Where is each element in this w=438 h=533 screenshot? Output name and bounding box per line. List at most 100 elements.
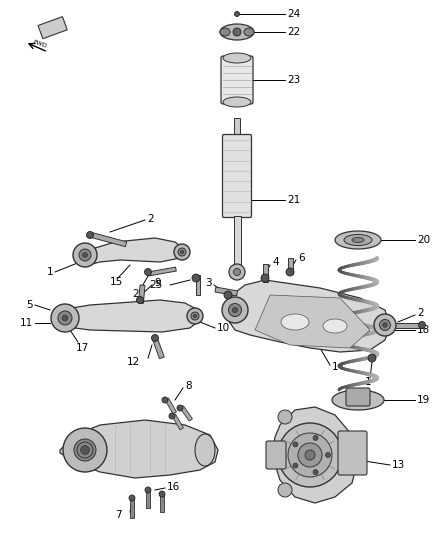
Bar <box>165 398 177 414</box>
Ellipse shape <box>79 249 91 261</box>
Polygon shape <box>228 280 390 352</box>
Bar <box>233 216 240 266</box>
Ellipse shape <box>73 243 97 267</box>
Ellipse shape <box>58 311 72 325</box>
Circle shape <box>278 410 292 424</box>
Text: 20: 20 <box>417 235 430 245</box>
Ellipse shape <box>244 28 254 36</box>
Text: 16: 16 <box>167 482 180 492</box>
Ellipse shape <box>220 24 254 40</box>
Ellipse shape <box>220 28 230 36</box>
Text: 10: 10 <box>217 323 230 333</box>
Bar <box>215 287 237 296</box>
Text: 1: 1 <box>46 267 53 277</box>
Ellipse shape <box>174 244 190 260</box>
Circle shape <box>77 442 93 458</box>
Ellipse shape <box>223 97 251 107</box>
Ellipse shape <box>63 428 107 472</box>
Text: 23: 23 <box>287 75 300 85</box>
Ellipse shape <box>191 312 199 320</box>
Ellipse shape <box>379 319 391 330</box>
Circle shape <box>86 231 93 238</box>
Text: 2: 2 <box>147 214 154 224</box>
Ellipse shape <box>187 308 203 324</box>
Circle shape <box>418 321 425 328</box>
Bar <box>89 232 127 247</box>
Ellipse shape <box>352 238 364 243</box>
Ellipse shape <box>194 314 197 318</box>
FancyBboxPatch shape <box>266 441 286 469</box>
Text: 21: 21 <box>287 195 300 205</box>
Ellipse shape <box>51 304 79 332</box>
Circle shape <box>286 268 294 276</box>
Bar <box>130 498 134 518</box>
Text: 14: 14 <box>332 362 345 372</box>
Bar <box>234 118 240 136</box>
Text: 17: 17 <box>76 343 89 353</box>
Circle shape <box>293 442 298 447</box>
Circle shape <box>298 443 322 467</box>
Ellipse shape <box>81 446 89 455</box>
Bar <box>180 406 192 421</box>
Text: FWD: FWD <box>32 39 48 49</box>
Text: 15: 15 <box>110 277 123 287</box>
Text: 22: 22 <box>287 27 300 37</box>
FancyBboxPatch shape <box>221 56 253 104</box>
Circle shape <box>229 264 245 280</box>
Ellipse shape <box>62 315 68 321</box>
Polygon shape <box>60 420 218 478</box>
Circle shape <box>137 296 144 303</box>
Text: 9: 9 <box>154 278 161 288</box>
Text: 6: 6 <box>298 253 304 263</box>
Ellipse shape <box>195 434 215 466</box>
Circle shape <box>368 354 376 362</box>
Circle shape <box>159 491 165 497</box>
Bar <box>138 285 145 303</box>
Bar <box>263 264 268 282</box>
Circle shape <box>162 397 168 403</box>
FancyBboxPatch shape <box>338 431 367 475</box>
Polygon shape <box>272 407 358 503</box>
Text: 11: 11 <box>20 318 33 328</box>
Bar <box>148 267 176 276</box>
Bar <box>288 258 293 274</box>
Text: 24: 24 <box>287 9 300 19</box>
Bar <box>172 414 184 430</box>
Text: 13: 13 <box>392 460 405 470</box>
Ellipse shape <box>74 439 96 461</box>
Text: 1: 1 <box>365 377 371 387</box>
Ellipse shape <box>233 308 237 312</box>
Text: 2: 2 <box>417 308 424 318</box>
FancyBboxPatch shape <box>223 134 251 217</box>
Circle shape <box>325 453 331 457</box>
Ellipse shape <box>374 314 396 336</box>
Bar <box>146 490 150 508</box>
Text: 2: 2 <box>132 289 138 299</box>
Circle shape <box>278 483 292 497</box>
Circle shape <box>233 28 241 36</box>
Ellipse shape <box>383 323 387 327</box>
Circle shape <box>261 274 269 282</box>
Circle shape <box>145 269 152 276</box>
Text: 19: 19 <box>417 395 430 405</box>
Ellipse shape <box>83 253 88 257</box>
Text: 12: 12 <box>127 357 140 367</box>
Bar <box>152 336 164 359</box>
Ellipse shape <box>344 235 372 246</box>
Text: 5: 5 <box>26 300 33 310</box>
Circle shape <box>145 487 151 493</box>
Circle shape <box>224 291 232 299</box>
Polygon shape <box>255 295 370 348</box>
Circle shape <box>152 335 159 342</box>
Polygon shape <box>65 300 200 332</box>
Polygon shape <box>85 238 185 265</box>
Bar <box>395 323 423 328</box>
Ellipse shape <box>178 248 186 256</box>
Text: 25: 25 <box>149 280 162 290</box>
Circle shape <box>313 470 318 474</box>
Circle shape <box>233 269 240 276</box>
Ellipse shape <box>332 390 384 410</box>
Ellipse shape <box>323 319 347 333</box>
FancyBboxPatch shape <box>346 388 370 406</box>
Bar <box>196 275 200 295</box>
